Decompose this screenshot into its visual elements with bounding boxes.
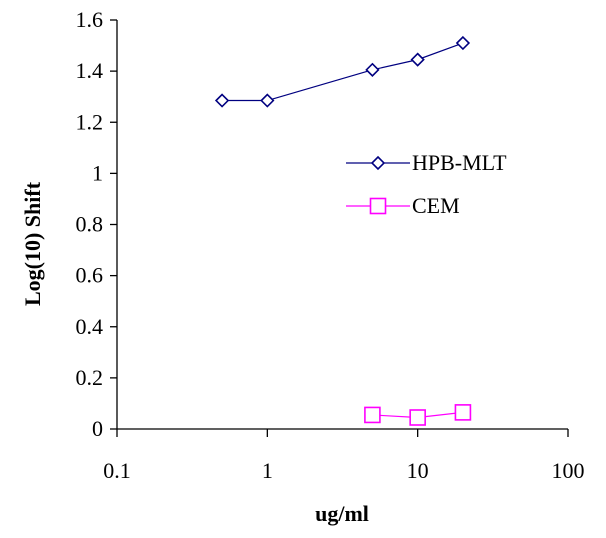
data-point-diamond <box>410 52 425 67</box>
y-tick-label: 1 <box>92 160 103 185</box>
data-point-diamond <box>260 93 275 108</box>
data-point-square <box>454 404 472 421</box>
y-tick-label: 1.4 <box>76 58 104 83</box>
series-hpb-mlt <box>214 35 471 108</box>
series-layer <box>214 35 472 426</box>
data-point-square <box>364 406 381 424</box>
y-tick-label: 1.2 <box>76 109 104 134</box>
y-axis-title: Log(10) Shift <box>20 181 45 306</box>
y-tick-label: 0.8 <box>76 212 104 237</box>
legend: HPB-MLT CEM <box>346 150 507 218</box>
legend-label: HPB-MLT <box>412 150 507 175</box>
series-line <box>222 42 464 102</box>
axes: 0 0.2 0.4 0.6 0.8 1 1.2 1.4 1.6 0.1 1 10 100 <box>76 7 585 483</box>
x-tick-label: 100 <box>552 458 585 483</box>
data-point-diamond <box>365 62 380 77</box>
y-tick-label: 0.4 <box>76 314 104 339</box>
y-tick-label: 0 <box>92 416 103 441</box>
x-tick-label: 1 <box>262 458 273 483</box>
data-point-square <box>409 409 426 426</box>
y-tick-label: 0.2 <box>76 365 104 390</box>
data-point-diamond <box>455 35 471 51</box>
series-cem <box>364 404 472 426</box>
legend-label: CEM <box>412 193 460 218</box>
legend-marker-diamond <box>370 155 386 171</box>
legend-marker-square <box>369 197 387 215</box>
x-tick-label: 10 <box>407 458 429 483</box>
legend-item: CEM <box>346 193 460 218</box>
y-tick-label: 0.6 <box>76 263 104 288</box>
x-axis-title: ug/ml <box>315 501 369 526</box>
data-point-diamond <box>214 93 230 108</box>
legend-item: HPB-MLT <box>346 150 507 175</box>
x-tick-label: 0.1 <box>103 458 131 483</box>
y-tick-label: 1.6 <box>76 7 104 32</box>
